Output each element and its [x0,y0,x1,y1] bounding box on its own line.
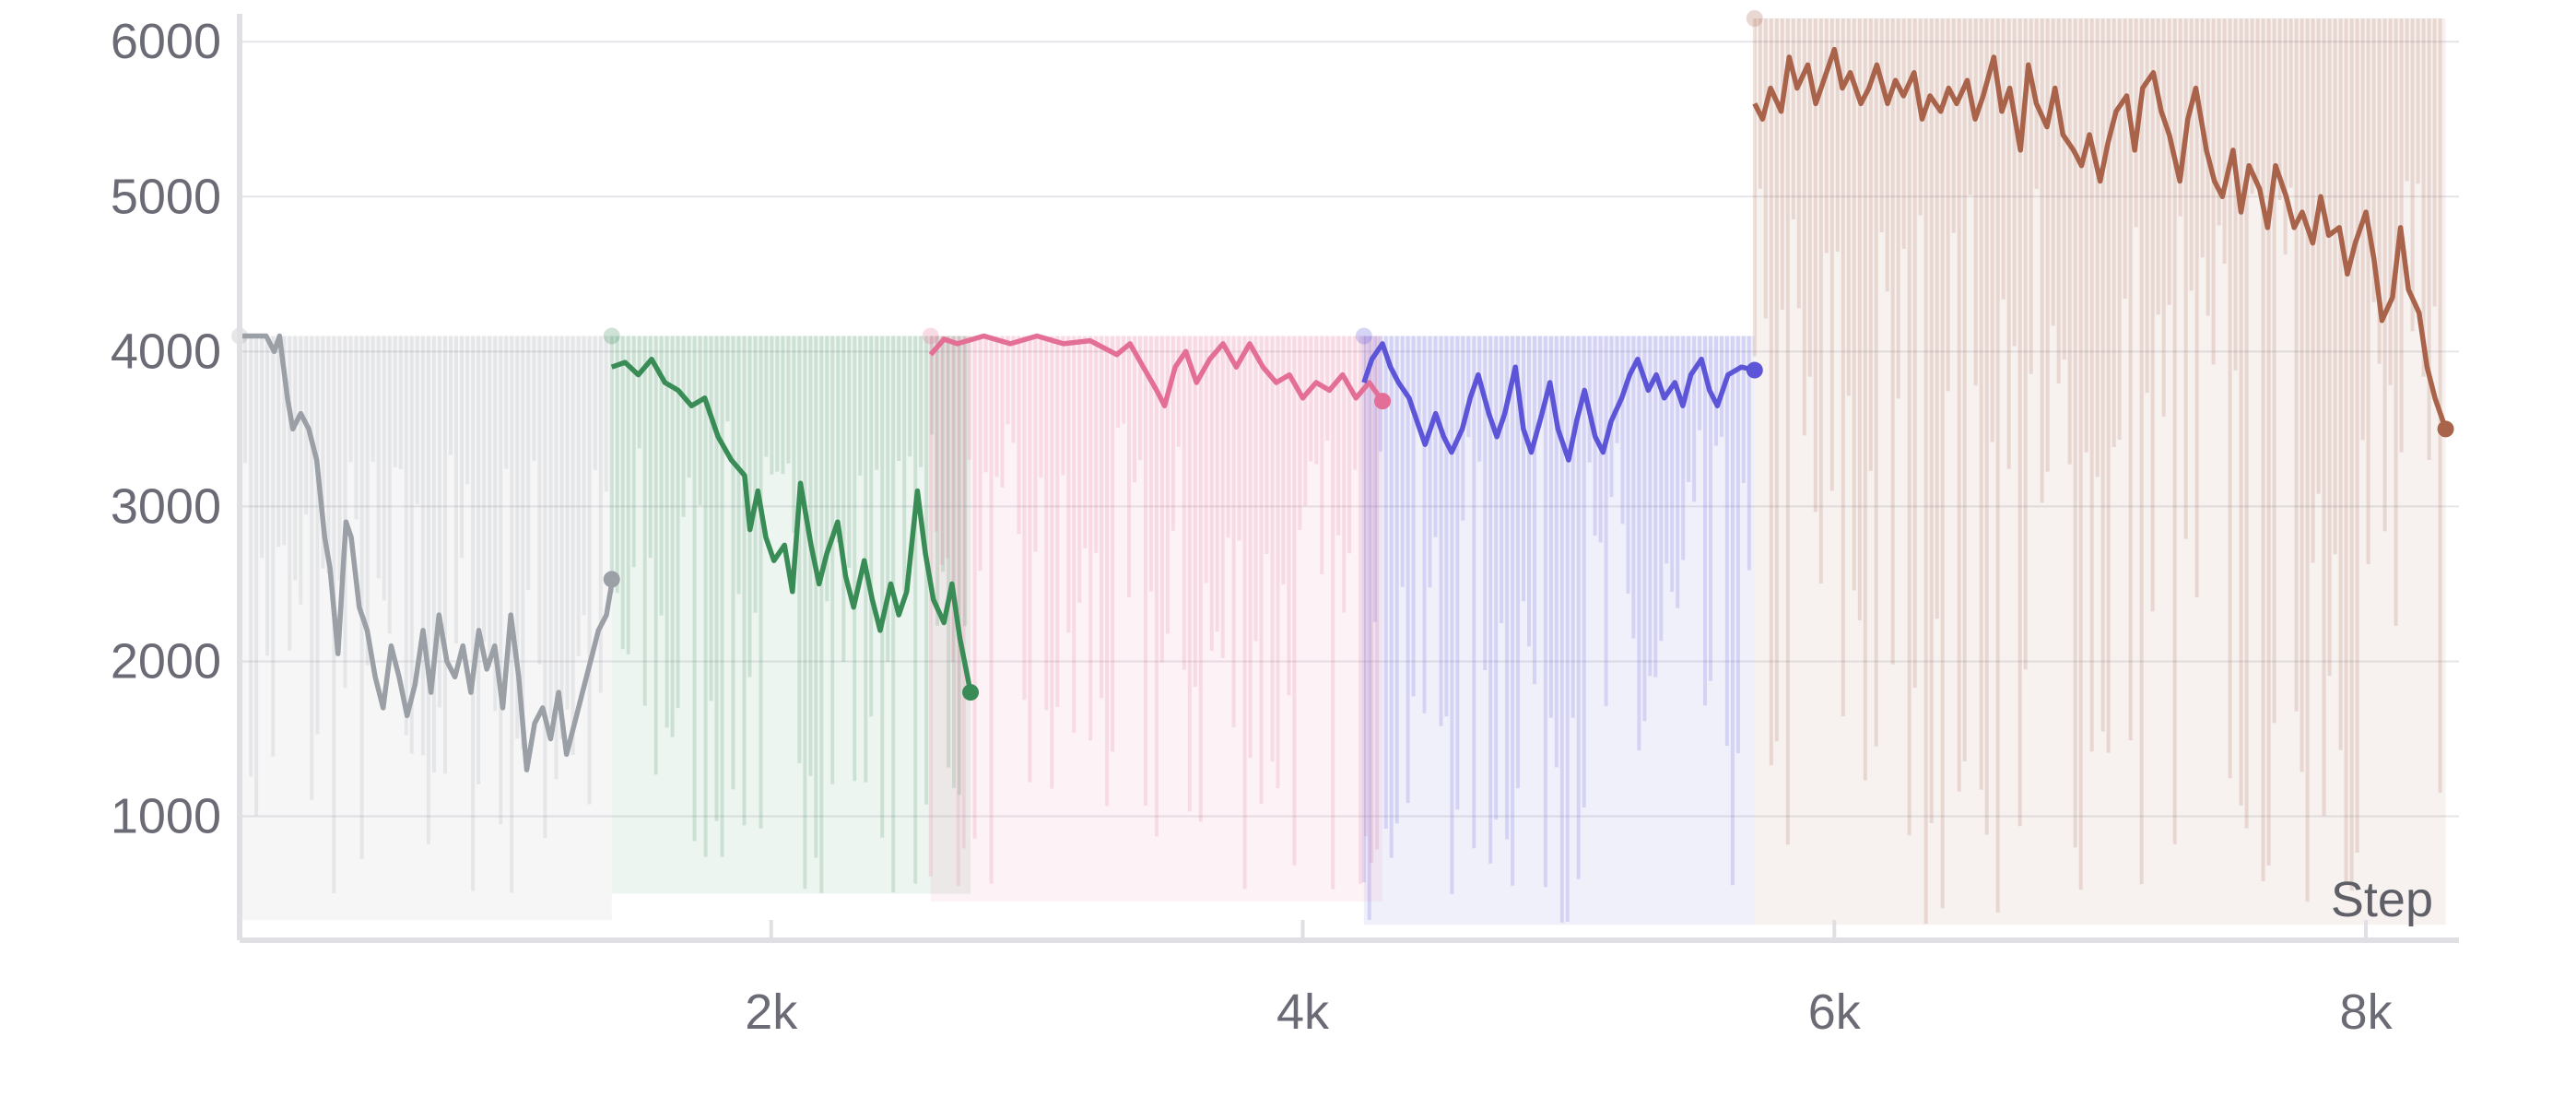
tick-labels: 1000 2000 3000 4000 5000 6000 2k 4k 6k 8k [111,14,2394,1040]
y-tick-label: 6000 [111,14,221,69]
series-raw-spikes [1361,336,1751,923]
y-tick-label: 3000 [111,478,221,534]
series-line [1361,341,1756,463]
y-tick-label: 2000 [111,633,221,689]
series-line [240,333,615,772]
x-axis-title: Step [2331,872,2433,927]
series-line [610,356,973,693]
series-end-point [603,571,620,588]
series-end-point [1746,361,1763,379]
series-raw-band [930,336,1383,902]
x-tick-label: 4k [1276,984,1330,1040]
series-end-point [962,684,980,701]
y-tick-label: 5000 [111,169,221,224]
series-raw-band [611,336,971,894]
gridlines [240,41,2459,818]
y-tick-label: 4000 [111,324,221,379]
x-tick-label: 6k [1808,984,1862,1040]
series-start-marker [1746,10,1763,27]
series-start-marker [922,327,939,345]
series-end-point [2437,420,2454,438]
axes [237,14,2459,943]
x-tick-label: 2k [745,984,798,1040]
series-end-point [1374,393,1392,410]
series-raw-band [240,336,612,921]
raw-value-bands [238,18,2446,925]
series-line [928,333,1385,408]
series-start-marker [603,327,620,345]
y-tick-label: 1000 [111,789,221,844]
series-line [1752,46,2449,430]
x-tick-label: 8k [2340,984,2394,1040]
series-start-marker [1355,327,1372,345]
